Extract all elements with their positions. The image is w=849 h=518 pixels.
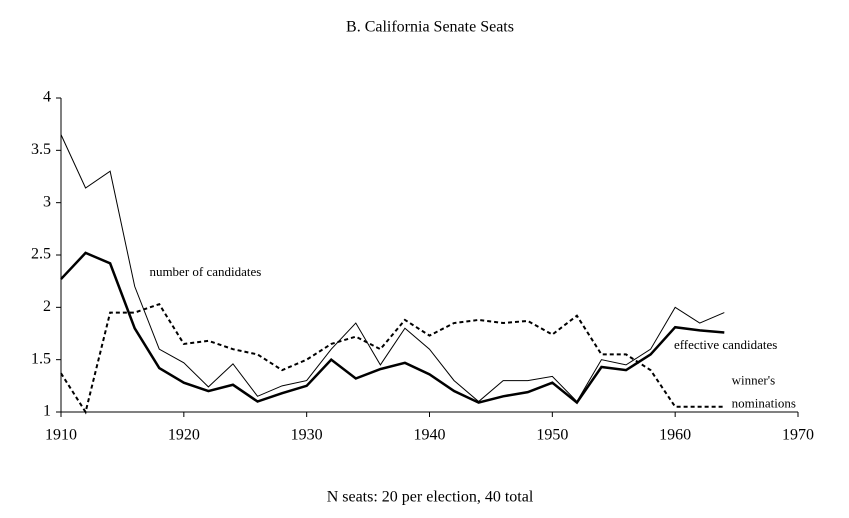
annotation: effective candidates xyxy=(674,337,777,352)
annotation: number of candidates xyxy=(149,264,261,279)
x-tick-label: 1950 xyxy=(536,427,568,444)
y-tick-label: 2.5 xyxy=(31,246,51,263)
series-line xyxy=(60,302,725,415)
series-line xyxy=(60,134,725,403)
y-tick-label: 3.5 xyxy=(31,141,51,158)
x-tick-label: 1930 xyxy=(291,427,323,444)
x-tick-label: 1940 xyxy=(414,427,446,444)
annotation: winner's xyxy=(732,373,776,388)
x-tick-label: 1970 xyxy=(782,427,814,444)
x-tick-label: 1910 xyxy=(45,427,77,444)
series-line xyxy=(60,251,725,405)
y-tick-label: 1.5 xyxy=(31,350,51,367)
x-axis-label: N seats: 20 per election, 40 total xyxy=(327,489,534,506)
y-tick-label: 2 xyxy=(43,298,51,315)
y-tick-label: 1 xyxy=(43,403,51,420)
y-tick-label: 4 xyxy=(43,89,51,106)
x-tick-label: 1920 xyxy=(168,427,200,444)
y-tick-label: 3 xyxy=(43,193,51,210)
chart-title: B. California Senate Seats xyxy=(346,19,514,36)
x-tick-label: 1960 xyxy=(659,427,691,444)
annotation: nominations xyxy=(732,396,796,411)
